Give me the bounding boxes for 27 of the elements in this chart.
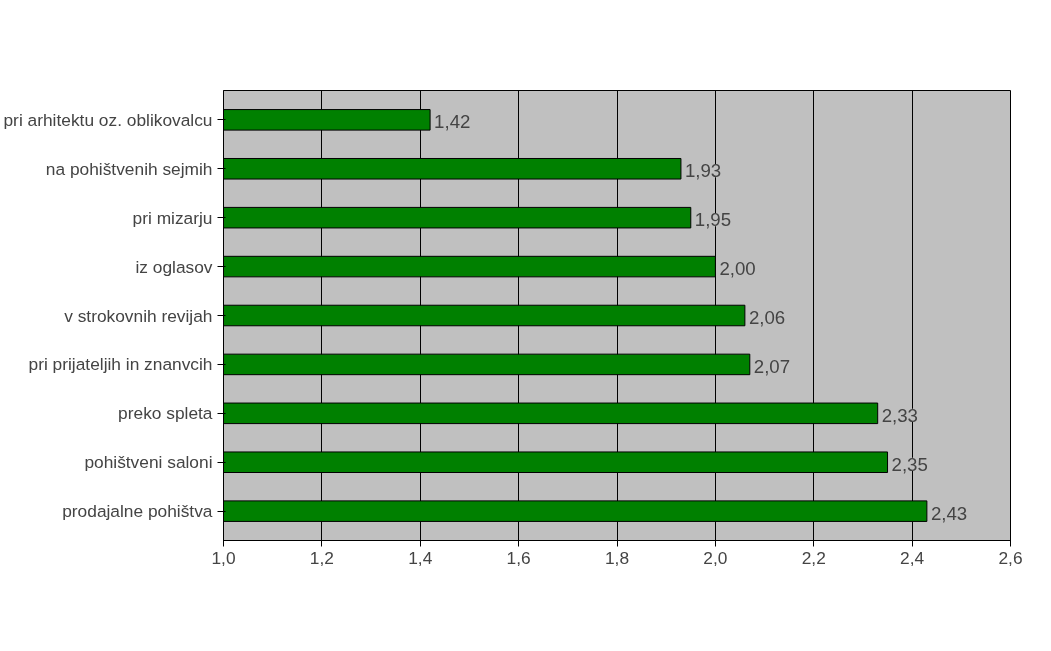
y-tick-label: pri arhitektu oz. oblikovalcu (3, 109, 213, 130)
data-label: 2,43 (930, 502, 968, 524)
data-label: 2,06 (748, 307, 786, 328)
data-label: 1,95 (694, 209, 732, 231)
x-tick-label: 1,2 (309, 547, 334, 568)
y-tick-label: na pohištvenih sejmih (45, 158, 213, 179)
x-tick-label: 1,4 (408, 547, 433, 568)
y-tick-label: preko spleta (118, 403, 213, 424)
y-tick-label: iz oglasov (135, 256, 213, 277)
x-tick-label: 2,2 (801, 547, 826, 568)
y-tick-label: v strokovnih revijah (64, 305, 213, 326)
data-label: 2,07 (753, 355, 791, 377)
data-label: 2,00 (719, 258, 756, 280)
x-tick-label: 2,0 (703, 547, 728, 568)
y-tick-label: pohištveni saloni (84, 452, 213, 473)
data-label: 2,33 (881, 404, 919, 426)
x-tick-label: 2,4 (900, 547, 925, 568)
x-tick-label: 1,0 (211, 547, 236, 568)
y-tick-label: prodajalne pohištva (62, 501, 213, 522)
data-label: 1,93 (684, 160, 722, 182)
data-label: 1,42 (434, 111, 471, 133)
x-tick-label: 1,6 (506, 547, 531, 568)
x-tick-label: 1,8 (604, 547, 630, 568)
data-label: 2,35 (891, 453, 928, 475)
y-tick-label: pri mizarju (132, 207, 213, 228)
x-tick-label: 2,6 (998, 547, 1023, 568)
y-tick-label: pri prijateljih in znanvcih (28, 354, 213, 375)
